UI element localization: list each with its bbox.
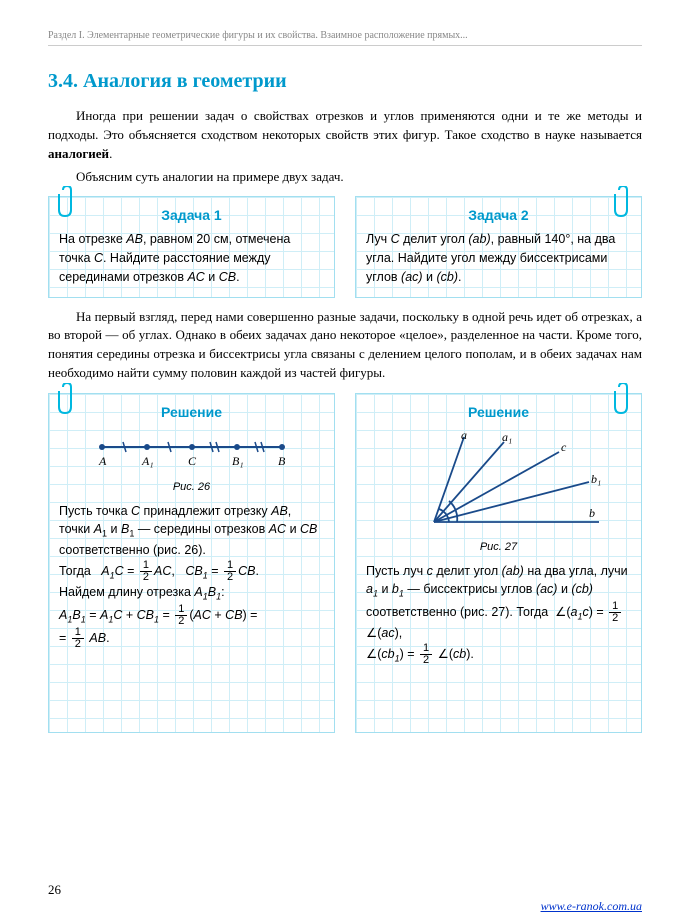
solution-1-box: Решение A A₁ C B₁ B Рис. 26 Пусть точка C пр… — [48, 393, 335, 733]
paperclip-icon — [56, 186, 78, 218]
svg-text:b: b — [589, 506, 595, 520]
solution-2-col: Решение a a₁ c b₁ b — [355, 393, 642, 733]
svg-text:c: c — [561, 440, 567, 454]
figure-27-diagram: a a₁ c b₁ b — [389, 427, 609, 537]
svg-text:a: a — [461, 428, 467, 442]
page-number: 26 — [48, 882, 61, 898]
svg-text:b₁: b₁ — [591, 472, 601, 486]
intro-paragraph-2: Объясним суть аналогии на примере двух з… — [48, 168, 642, 187]
solution-2-box: Решение a a₁ c b₁ b — [355, 393, 642, 733]
svg-text:B: B — [278, 454, 286, 468]
task-1-title: Задача 1 — [59, 205, 324, 226]
solution-2-title: Решение — [366, 402, 631, 423]
task-1-box: Задача 1 На отрезке AB, равном 20 см, от… — [48, 196, 335, 297]
figure-26-diagram: A A₁ C B₁ B — [82, 427, 302, 477]
task-2-title: Задача 2 — [366, 205, 631, 226]
intro-text: Иногда при решении задач о свойствах отр… — [48, 108, 642, 142]
intro-bold: аналогией — [48, 146, 109, 161]
paperclip-icon — [612, 186, 634, 218]
svg-text:A₁: A₁ — [141, 454, 154, 468]
tasks-row: Задача 1 На отрезке AB, равном 20 см, от… — [48, 196, 642, 297]
solution-1-title: Решение — [59, 402, 324, 423]
figure-27-caption: Рис. 27 — [366, 539, 631, 556]
middle-paragraph: На первый взгляд, перед нами совершенно … — [48, 308, 642, 383]
solution-1-text: Пусть точка C принадлежит отрезку AB, то… — [59, 502, 324, 651]
task-2-col: Задача 2 Луч C делит угол (ab), равный 1… — [355, 196, 642, 297]
section-number: 3.4. — [48, 70, 78, 92]
solution-1-col: Решение A A₁ C B₁ B Рис. 26 Пусть точка C пр… — [48, 393, 335, 733]
svg-text:B₁: B₁ — [232, 454, 244, 468]
svg-text:A: A — [98, 454, 107, 468]
section-name: Аналогия в геометрии — [83, 70, 287, 92]
footer-link[interactable]: www.e-ranok.com.ua — [541, 899, 642, 914]
task-1-col: Задача 1 На отрезке AB, равном 20 см, от… — [48, 196, 335, 297]
figure-26-caption: Рис. 26 — [59, 479, 324, 496]
solution-2-text: Пусть луч c делит угол (ab) на два угла,… — [366, 562, 631, 667]
solutions-row: Решение A A₁ C B₁ B Рис. 26 Пусть точка C пр… — [48, 393, 642, 733]
task-1-text: На отрезке AB, равном 20 см, отмечена то… — [59, 230, 324, 286]
task-2-text: Луч C делит угол (ab), равный 140°, на д… — [366, 230, 631, 286]
paperclip-icon — [56, 383, 78, 415]
svg-text:C: C — [188, 454, 197, 468]
paperclip-icon — [612, 383, 634, 415]
svg-text:a₁: a₁ — [502, 430, 512, 444]
section-title: 3.4. Аналогия в геометрии — [48, 70, 642, 93]
chapter-header: Раздел I. Элементарные геометрические фи… — [48, 30, 642, 46]
task-2-box: Задача 2 Луч C делит угол (ab), равный 1… — [355, 196, 642, 297]
intro-paragraph-1: Иногда при решении задач о свойствах отр… — [48, 107, 642, 164]
